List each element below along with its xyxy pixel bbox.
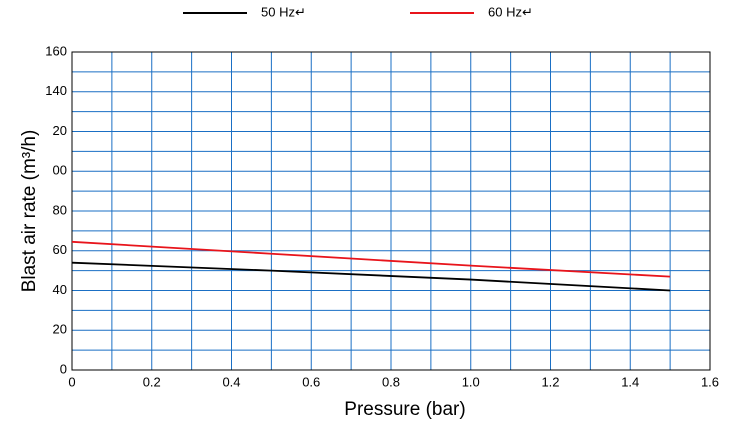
x-axis-label: Pressure (bar) <box>344 399 465 420</box>
y-tick-label: 20 <box>53 322 67 337</box>
plot-frame <box>71 51 711 371</box>
y-tick-label: 80 <box>53 202 67 217</box>
x-tick-label: 1.0 <box>462 374 480 389</box>
y-tick-label: 40 <box>53 282 67 297</box>
x-tick-label: 0.8 <box>382 374 400 389</box>
x-tick-label: 0.4 <box>222 374 240 389</box>
y-axis-label: Blast air rate (m³/h) <box>19 130 40 293</box>
legend-label: 60 Hz↵ <box>488 4 533 19</box>
x-tick-label: 0 <box>68 374 75 389</box>
x-tick-label: 1.6 <box>701 374 719 389</box>
x-tick-label: 0.6 <box>302 374 320 389</box>
x-tick-label: 1.2 <box>541 374 559 389</box>
line-series <box>71 240 671 278</box>
y-tick-label: 00 <box>53 163 67 178</box>
legend-label: 50 Hz↵ <box>261 4 306 19</box>
y-tick-label: 160 <box>45 43 67 58</box>
x-tick-label: 0.2 <box>143 374 161 389</box>
y-tick-label: 140 <box>45 83 67 98</box>
y-tick-label: 60 <box>53 242 67 257</box>
line-series <box>71 261 671 292</box>
x-tick-label: 1.4 <box>621 374 639 389</box>
y-tick-label: 0 <box>60 361 67 376</box>
y-tick-label: 20 <box>53 123 67 138</box>
